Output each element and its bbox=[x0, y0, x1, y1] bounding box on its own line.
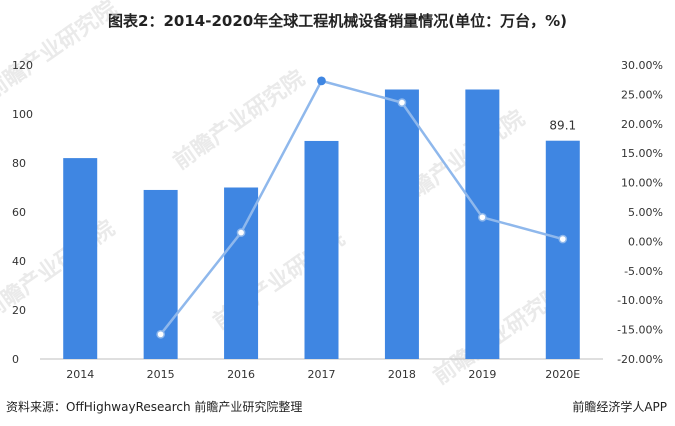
line-point bbox=[317, 76, 326, 86]
y-right-tick-label: -10.00% bbox=[617, 294, 663, 307]
y-left-tick-label: 80 bbox=[12, 157, 26, 170]
y-right-tick-label: 30.00% bbox=[621, 59, 663, 72]
x-tick-label: 2018 bbox=[388, 368, 416, 381]
line-point bbox=[236, 228, 246, 237]
bar bbox=[224, 187, 259, 359]
x-tick-label: 2019 bbox=[468, 368, 496, 381]
line-point bbox=[397, 98, 407, 107]
y-left-tick-label: 100 bbox=[12, 108, 33, 121]
y-right-tick-label: -5.00% bbox=[624, 265, 663, 278]
line-point bbox=[478, 212, 487, 222]
bar bbox=[545, 140, 580, 359]
watermark-text: 前瞻产业研究院 bbox=[0, 0, 122, 105]
y-right-tick-label: 10.00% bbox=[621, 177, 663, 190]
y-right-tick-label: -15.00% bbox=[617, 324, 663, 337]
x-tick-label: 2016 bbox=[227, 368, 255, 381]
x-tick-label: 2015 bbox=[147, 368, 175, 381]
chart-title: 图表2：2014-2020年全球工程机械设备销量情况(单位：万台，%) bbox=[108, 12, 567, 30]
y-right-tick-label: 25.00% bbox=[621, 88, 663, 101]
x-tick-label: 2017 bbox=[308, 368, 336, 381]
y-left-tick-label: 40 bbox=[12, 255, 26, 268]
source-note: 资料来源：OffHighwayResearch 前瞻产业研究院整理 bbox=[6, 400, 303, 414]
x-tick-label: 2020E bbox=[545, 368, 580, 381]
watermark-text: 前瞻产业研究院 bbox=[169, 65, 310, 175]
bar bbox=[304, 140, 339, 359]
y-left-tick-label: 60 bbox=[12, 206, 26, 219]
brand-logo-text: 前瞻经济学人APP bbox=[572, 400, 667, 414]
line-point bbox=[156, 329, 165, 339]
y-right-tick-label: 20.00% bbox=[621, 118, 663, 131]
y-left-tick-label: 120 bbox=[12, 59, 33, 72]
growth-line bbox=[159, 79, 564, 336]
bar bbox=[465, 89, 500, 359]
line-point bbox=[558, 234, 568, 244]
data-label: 89.1 bbox=[549, 119, 576, 133]
y-right-tick-label: -20.00% bbox=[617, 353, 663, 366]
y-left-tick-label: 0 bbox=[12, 353, 19, 366]
y-left-tick-label: 20 bbox=[12, 304, 26, 317]
y-right-tick-label: 0.00% bbox=[628, 235, 663, 248]
x-tick-label: 2014 bbox=[66, 368, 94, 381]
bar bbox=[384, 89, 419, 359]
bar bbox=[63, 158, 98, 359]
y-right-tick-label: 5.00% bbox=[628, 206, 663, 219]
y-right-tick-label: 15.00% bbox=[621, 147, 663, 160]
